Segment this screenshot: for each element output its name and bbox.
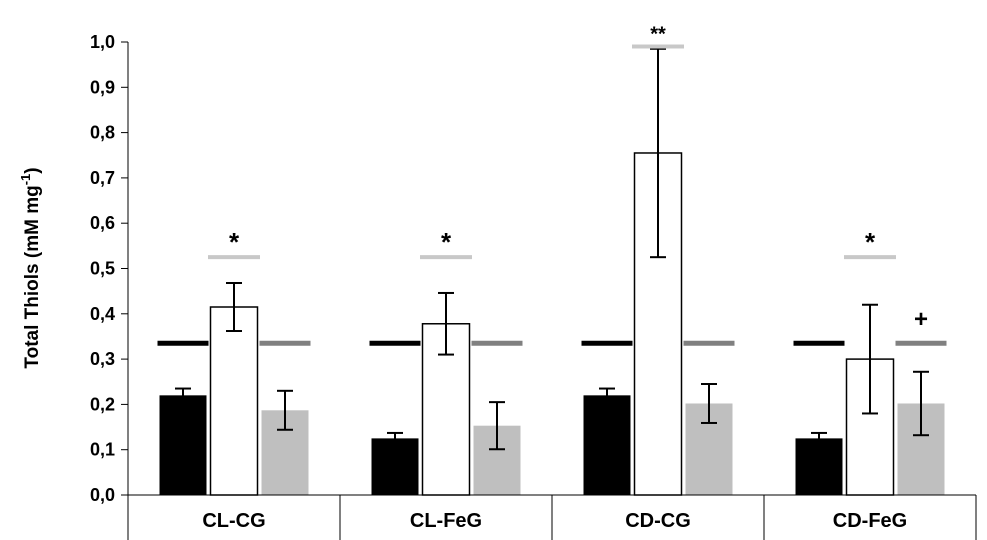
y-tick-label: 0,8 (90, 123, 115, 143)
y-tick-label: 1,0 (90, 32, 115, 52)
bar (209, 306, 259, 496)
category-label: CL-FeG (410, 510, 482, 532)
y-tick-label: 0,7 (90, 168, 115, 188)
category-label: CL-CG (202, 510, 265, 532)
error-bars (175, 47, 929, 451)
category-label: CD-FeG (833, 510, 907, 532)
significance-marker: ** (650, 24, 666, 46)
y-axis-label-main: Total Thiols (mM mg (22, 185, 43, 368)
y-tick-label: 0,6 (90, 213, 115, 233)
axes (127, 42, 977, 540)
bar (795, 438, 843, 495)
bars (159, 152, 945, 496)
bar (159, 395, 207, 495)
category-labels: CL-CG CL-FeG CD-CG CD-FeG (202, 510, 907, 532)
y-tick-label: 0,3 (90, 349, 115, 369)
significance-marker: * (441, 227, 452, 257)
y-axis-ticks: 0,0 0,1 0,2 0,3 0,4 0,5 0,6 0,7 0,8 0,9 1,0 (90, 32, 128, 505)
y-axis-label: Total Thiols (mM mg-1) (18, 167, 43, 368)
significance-annotations: * ****+ (208, 24, 928, 333)
bar (371, 438, 419, 495)
y-tick-label: 0,0 (90, 485, 115, 505)
y-tick-label: 0,9 (90, 77, 115, 97)
y-tick-label: 0,2 (90, 394, 115, 414)
y-axis-title: Total Thiols (mM mg-1) (18, 167, 43, 368)
category-label: CD-CG (625, 510, 691, 532)
y-tick-label: 0,4 (90, 304, 115, 324)
y-tick-label: 0,1 (90, 440, 115, 460)
y-tick-label: 0,5 (90, 259, 115, 279)
significance-marker: * (865, 227, 876, 257)
significance-marker: * (229, 227, 240, 257)
y-axis-label-end: ) (22, 167, 43, 173)
y-axis-label-superscript: -1 (18, 174, 33, 186)
bar (583, 395, 631, 495)
significance-marker: + (914, 306, 928, 333)
